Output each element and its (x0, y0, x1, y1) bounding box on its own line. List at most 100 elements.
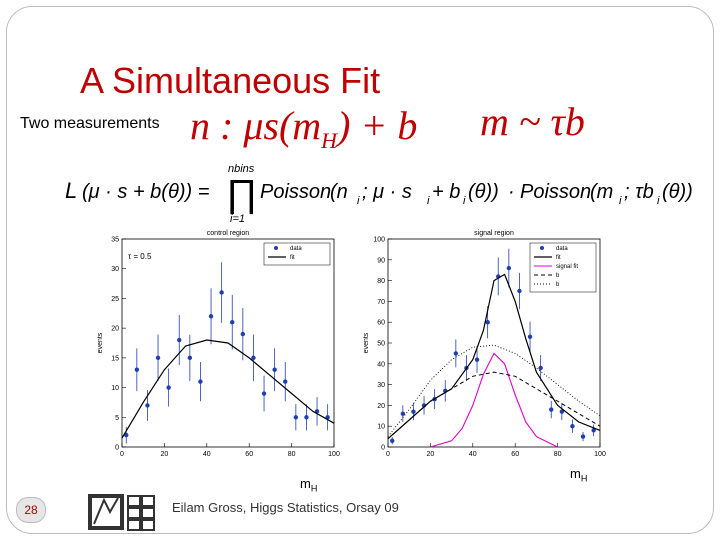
data-point (390, 438, 395, 443)
y-tick-label: 10 (111, 385, 119, 392)
data-point (453, 351, 459, 356)
y-tick-label: 70 (377, 299, 385, 306)
y-tick-label: 0 (381, 445, 385, 452)
y-tick-label: 0 (115, 445, 119, 452)
x-tick-label: 100 (594, 451, 606, 458)
legend-entry: fit (556, 255, 561, 261)
data-point (230, 320, 235, 325)
data-point (240, 331, 246, 337)
xlabel-right: mH (570, 466, 588, 484)
legend-entry: data (290, 246, 302, 252)
legend-entry: data (556, 246, 568, 252)
data-point (272, 367, 277, 372)
formula-poisson-1: Poisson (260, 181, 331, 203)
x-tick-label: 40 (203, 451, 211, 458)
y-tick-label: 80 (377, 278, 385, 285)
data-point (570, 424, 575, 429)
data-point (517, 288, 522, 294)
equation-n: n : μs(mH) + b (190, 103, 418, 153)
x-tick-label: 100 (328, 451, 340, 458)
formula-lhs: (μ · s + b(θ)) = (82, 181, 209, 203)
y-tick-label: 90 (377, 257, 385, 264)
control-region-plot: control region 0 20 40 60 80 100 0 5 10 15 20 25 30 35… (97, 230, 340, 458)
series-line-1 (387, 273, 601, 440)
y-tick-label: 30 (377, 382, 385, 389)
formula-L: L (65, 178, 77, 203)
series-line-2 (430, 352, 558, 448)
formula-poisson-2-i2: i (657, 195, 660, 207)
data-point (293, 415, 299, 420)
data-point (283, 379, 288, 384)
chart-title: signal region (474, 230, 514, 237)
formula-prod: ∏ (226, 173, 257, 215)
x-tick-label: 60 (245, 451, 253, 458)
formula-poisson-1-d: (θ)) (468, 181, 499, 203)
data-point (177, 337, 182, 343)
legend-box (263, 242, 331, 266)
data-point (304, 415, 309, 420)
legend-entry: fit (290, 255, 295, 261)
x-tick-label: 40 (469, 451, 477, 458)
subtitle: Two measurements (20, 115, 160, 132)
data-point (527, 334, 533, 339)
data-point (580, 434, 586, 439)
signal-region-plot: signal region 0 20 40 60 80 100 0 10 20 30 40 50 60 70… (363, 230, 606, 458)
series-line-1 (121, 339, 335, 439)
series-line-3 (387, 371, 601, 440)
legend-entry: b (556, 273, 560, 279)
page-number: 28 (16, 497, 46, 523)
footer-text: Eilam Gross, Higgs Statistics, Orsay 09 (172, 500, 399, 515)
y-tick-label: 20 (111, 326, 119, 333)
chart-annotation: τ = 0.5 (128, 252, 152, 261)
data-point (134, 367, 140, 372)
y-tick-label: 40 (377, 361, 385, 368)
formula-poisson-1-i3: i (463, 195, 466, 207)
data-point (166, 385, 171, 390)
formula-prod-top: nbins (228, 163, 255, 175)
y-tick-label: 20 (377, 403, 385, 410)
formula-poisson-1-b: ; μ · s (362, 181, 412, 203)
formula-poisson-2: Poisson (520, 181, 591, 203)
data-point (219, 290, 224, 295)
y-tick-label: 50 (377, 341, 385, 348)
formula-dot: · (508, 181, 515, 203)
data-point (474, 357, 480, 362)
institution-logo (88, 494, 155, 531)
data-point (400, 411, 406, 416)
formula-poisson-2-a: (m (590, 181, 613, 203)
data-point (411, 409, 416, 414)
x-tick-label: 60 (511, 451, 519, 458)
legend-entry: signal fit (556, 264, 578, 270)
y-tick-label: 100 (373, 237, 385, 244)
y-tick-label: 25 (111, 296, 119, 303)
likelihood-formula: L (μ · s + b(θ)) = nbins ∏ i=1 Poisson (… (65, 163, 693, 225)
y-tick-label: 5 (115, 415, 119, 422)
x-tick-label: 80 (288, 451, 296, 458)
data-point (559, 409, 565, 414)
y-axis-label: events (97, 332, 104, 353)
y-tick-label: 60 (377, 320, 385, 327)
data-point (506, 265, 512, 271)
data-point (124, 432, 129, 438)
data-point (538, 365, 543, 371)
x-tick-label: 80 (554, 451, 562, 458)
formula-poisson-1-i2: i (427, 195, 430, 207)
x-tick-label: 20 (161, 451, 169, 458)
data-point (485, 320, 490, 325)
legend-marker (540, 246, 544, 250)
x-tick-label: 0 (386, 451, 390, 458)
data-point (198, 379, 203, 384)
legend-marker (274, 246, 278, 250)
data-point (145, 403, 150, 408)
data-point (591, 428, 596, 433)
legend-entry: b (556, 282, 560, 288)
data-point (155, 355, 161, 361)
chart-title: control region (207, 230, 250, 237)
y-axis-label: events (363, 332, 370, 353)
y-tick-label: 30 (111, 266, 119, 273)
y-tick-label: 15 (111, 355, 119, 362)
formula-prod-bottom: i=1 (230, 213, 245, 225)
x-tick-label: 0 (120, 451, 124, 458)
formula-poisson-2-c: (θ)) (662, 181, 693, 203)
